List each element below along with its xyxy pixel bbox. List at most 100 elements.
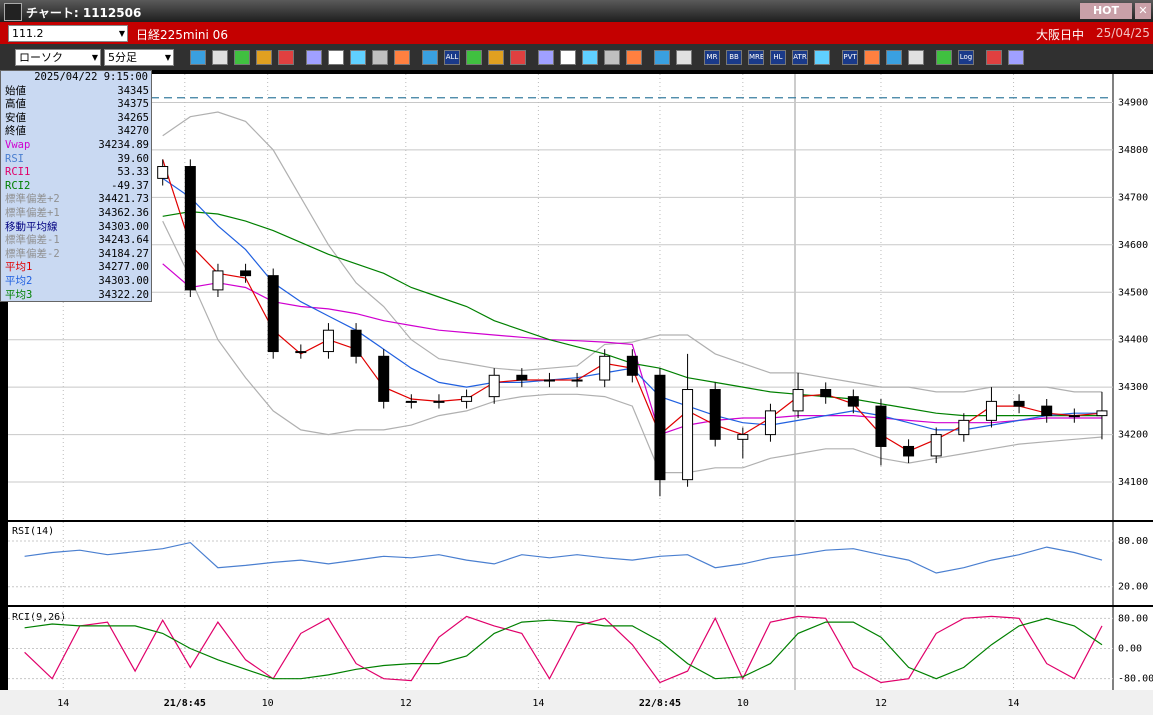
style-text: ローソク bbox=[19, 51, 63, 64]
tool-icon[interactable] bbox=[560, 50, 576, 65]
tool-icon[interactable] bbox=[422, 50, 438, 65]
candle-body bbox=[543, 379, 555, 382]
series-line bbox=[162, 220, 1103, 474]
info-time: 2025/04/22 9:15:00 bbox=[34, 71, 148, 83]
tool-icon[interactable] bbox=[510, 50, 526, 65]
toolbar: ローソク ▼ 5分足 ▼ ALL MR BB MRE HL ATR PVT Log bbox=[0, 44, 1153, 70]
tool-icon[interactable] bbox=[676, 50, 692, 65]
tool-icon[interactable] bbox=[306, 50, 322, 65]
candle-body bbox=[405, 400, 417, 403]
tool-icon[interactable] bbox=[864, 50, 880, 65]
style-select[interactable]: ローソク ▼ bbox=[15, 49, 101, 66]
hot-button[interactable]: HOT bbox=[1080, 3, 1132, 19]
x-tick-label: 22/8:45 bbox=[639, 698, 681, 709]
tool-icon[interactable]: ALL bbox=[444, 50, 460, 65]
info-value: 34345 bbox=[117, 84, 149, 97]
info-value: 34265 bbox=[117, 111, 149, 124]
candle-body bbox=[599, 355, 611, 381]
tool-icon[interactable] bbox=[908, 50, 924, 65]
tool-icon[interactable]: HL bbox=[770, 50, 786, 65]
tool-icon[interactable]: Log bbox=[958, 50, 974, 65]
candle-body bbox=[571, 379, 583, 382]
info-row: 平均1 34277.00 bbox=[1, 261, 151, 275]
info-label: 平均1 bbox=[5, 261, 33, 274]
tool-icon[interactable] bbox=[488, 50, 504, 65]
info-value: 34234.89 bbox=[98, 138, 149, 151]
candle-body bbox=[488, 374, 500, 398]
tool-icon[interactable]: BB bbox=[726, 50, 742, 65]
info-value: 34277.00 bbox=[98, 261, 149, 274]
tool-icon[interactable] bbox=[234, 50, 250, 65]
tool-icon[interactable] bbox=[604, 50, 620, 65]
y-tick-label: 34200 bbox=[1118, 430, 1148, 441]
candle-body bbox=[1068, 415, 1080, 418]
tool-icon[interactable] bbox=[886, 50, 902, 65]
tool-icon[interactable] bbox=[626, 50, 642, 65]
x-axis-strip bbox=[0, 690, 1153, 715]
info-row: 安値 34265 bbox=[1, 112, 151, 126]
close-button[interactable]: ✕ bbox=[1135, 3, 1151, 19]
tool-icon[interactable]: MRE bbox=[748, 50, 764, 65]
candle-body bbox=[764, 410, 776, 436]
y-tick-label: 34500 bbox=[1118, 287, 1148, 298]
info-label: 終値 bbox=[5, 125, 26, 138]
tool-icon[interactable] bbox=[278, 50, 294, 65]
info-row: 平均2 34303.00 bbox=[1, 275, 151, 289]
info-value: 34322.20 bbox=[98, 288, 149, 301]
series-line bbox=[24, 541, 1103, 574]
x-tick-label: 21/8:45 bbox=[164, 698, 206, 709]
tool-icon[interactable] bbox=[654, 50, 670, 65]
info-row: 平均3 34322.20 bbox=[1, 289, 151, 303]
info-row: Vwap 34234.89 bbox=[1, 139, 151, 153]
candle-body bbox=[516, 374, 528, 381]
tool-icon[interactable]: ATR bbox=[792, 50, 808, 65]
info-value: 34362.36 bbox=[98, 206, 149, 219]
info-label: 移動平均線 bbox=[5, 220, 58, 233]
tool-icon[interactable] bbox=[466, 50, 482, 65]
series-line bbox=[24, 615, 1103, 684]
tool-icon[interactable] bbox=[256, 50, 272, 65]
tool-icon[interactable] bbox=[538, 50, 554, 65]
info-row: 始値 34345 bbox=[1, 85, 151, 99]
info-row: RSI 39.60 bbox=[1, 153, 151, 167]
tool-icon[interactable]: MR bbox=[704, 50, 720, 65]
candle-body bbox=[654, 374, 666, 481]
tool-icon[interactable] bbox=[372, 50, 388, 65]
candle-body bbox=[958, 419, 970, 436]
y-tick-label: 0.00 bbox=[1118, 644, 1142, 655]
tool-icon[interactable] bbox=[1008, 50, 1024, 65]
info-label: 高値 bbox=[5, 98, 26, 111]
tool-icon[interactable] bbox=[814, 50, 830, 65]
candle-body bbox=[322, 329, 334, 353]
instrument: 日経225mini 06 bbox=[136, 28, 228, 42]
code-input[interactable]: 111.2 ▼ bbox=[8, 25, 128, 42]
tool-icon[interactable] bbox=[350, 50, 366, 65]
tool-icon[interactable] bbox=[190, 50, 206, 65]
x-tick-label: 10 bbox=[737, 698, 749, 709]
tool-icon[interactable] bbox=[328, 50, 344, 65]
y-tick-label: 80.00 bbox=[1118, 613, 1148, 624]
tool-icon[interactable] bbox=[986, 50, 1002, 65]
info-label: 標準偏差+1 bbox=[5, 206, 60, 219]
info-value: 39.60 bbox=[117, 152, 149, 165]
candle-body bbox=[1096, 410, 1108, 417]
interval-select[interactable]: 5分足 ▼ bbox=[104, 49, 174, 66]
y-tick-label: -80.00 bbox=[1118, 674, 1153, 685]
tool-icon[interactable] bbox=[394, 50, 410, 65]
tool-icon[interactable]: PVT bbox=[842, 50, 858, 65]
info-label: RSI bbox=[5, 152, 24, 165]
rsi-panel bbox=[8, 522, 1153, 605]
y-tick-label: 34100 bbox=[1118, 477, 1148, 488]
candle-body bbox=[682, 389, 694, 481]
candle-body bbox=[820, 389, 832, 398]
info-value: -49.37 bbox=[111, 179, 149, 192]
tool-icon[interactable] bbox=[936, 50, 952, 65]
y-tick-label: 20.00 bbox=[1118, 582, 1148, 593]
info-label: Vwap bbox=[5, 138, 31, 151]
tool-icon[interactable] bbox=[212, 50, 228, 65]
info-row: RCI2 -49.37 bbox=[1, 180, 151, 194]
info-row: 標準偏差-1 34243.64 bbox=[1, 234, 151, 248]
title-bar: チャート: 1112506 HOT ✕ bbox=[0, 0, 1153, 22]
y-tick-label: 34400 bbox=[1118, 335, 1148, 346]
tool-icon[interactable] bbox=[582, 50, 598, 65]
